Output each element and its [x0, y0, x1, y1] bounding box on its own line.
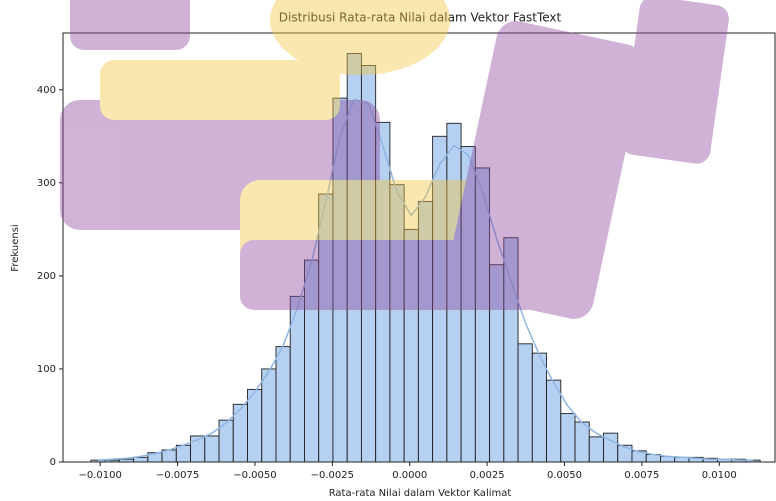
bar	[247, 388, 263, 463]
bar	[446, 122, 462, 463]
bar	[503, 237, 519, 463]
bar	[175, 444, 191, 463]
deco-shape	[70, 0, 190, 50]
y-tick-label: 100	[37, 364, 56, 375]
bar	[261, 368, 277, 463]
y-tick-label: 400	[37, 85, 56, 96]
bar	[560, 413, 576, 463]
bar	[375, 121, 391, 463]
bar	[275, 346, 291, 463]
x-tick-label: −0.0100	[78, 470, 121, 481]
bar	[588, 436, 604, 463]
deco-shape	[621, 0, 729, 164]
x-tick-label: 0.0025	[470, 470, 505, 481]
plot-area: 0 100 200 300 400 −0.0100 −0.0075 −0.0050 −0.002…	[37, 32, 776, 481]
y-tick-label: 300	[37, 178, 56, 189]
plot-frame	[62, 32, 776, 463]
bar	[332, 97, 348, 463]
x-tick-label: 0.0100	[702, 470, 737, 481]
x-axis-label: Rata-rata Nilai dalam Vektor Kalimat	[329, 488, 512, 499]
x-tick-label: 0.0075	[624, 470, 659, 481]
bar	[574, 421, 590, 463]
bar	[360, 65, 377, 463]
y-tick-label: 200	[37, 271, 56, 282]
kde-line	[97, 98, 753, 461]
bar	[432, 135, 448, 463]
bar	[403, 228, 419, 463]
chart-title: Distribusi Rata-rata Nilai dalam Vektor …	[279, 11, 562, 25]
x-tick-label: 0.0050	[547, 470, 582, 481]
bar	[204, 435, 220, 463]
bar	[417, 200, 434, 463]
x-tick-label: −0.0050	[233, 470, 276, 481]
x-tick-label: −0.0075	[156, 470, 199, 481]
bar	[133, 456, 149, 463]
bar	[304, 259, 320, 463]
y-axis-label: Frekuensi	[10, 224, 21, 271]
bar	[474, 167, 491, 463]
bar	[531, 352, 547, 463]
bar	[460, 146, 476, 463]
bar	[389, 184, 405, 463]
bar	[318, 193, 334, 463]
x-tick-label: 0.0000	[392, 470, 427, 481]
deco-shape	[100, 60, 340, 120]
bar	[346, 53, 362, 463]
y-tick-label: 0	[50, 457, 56, 468]
bar	[489, 264, 505, 463]
bar	[517, 343, 533, 463]
x-tick-label: −0.0025	[311, 470, 354, 481]
